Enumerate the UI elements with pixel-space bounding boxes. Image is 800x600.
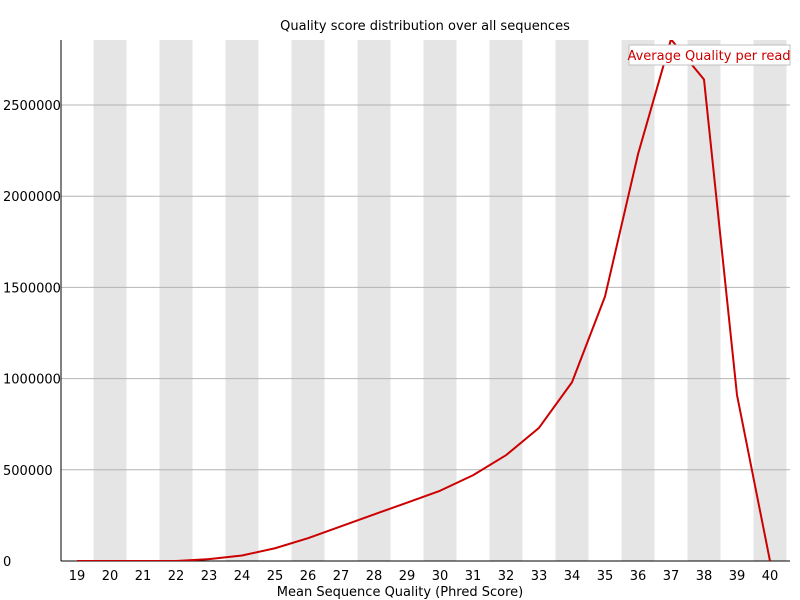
- legend: Average Quality per read: [627, 44, 791, 66]
- x-tick-label: 39: [729, 569, 746, 584]
- column-band: [423, 40, 457, 561]
- legend-entry: Average Quality per read: [627, 49, 790, 64]
- y-tick-label: 2500000: [3, 99, 61, 114]
- column-band: [225, 40, 259, 561]
- x-tick-labels: 19 20 21 22 23 24 25 26 27 28 29 30 31 32 33 34 35 36 37 38…: [69, 569, 779, 584]
- y-tick-label: 2000000: [3, 190, 61, 205]
- x-tick-label: 29: [399, 569, 416, 584]
- x-tick-label: 30: [432, 569, 449, 584]
- y-tick-label: 500000: [3, 464, 53, 479]
- column-band: [687, 40, 721, 561]
- y-tick-label: 1500000: [3, 281, 61, 296]
- x-tick-label: 38: [696, 569, 713, 584]
- x-tick-label: 31: [465, 569, 482, 584]
- x-tick-label: 34: [564, 569, 581, 584]
- column-shading: [93, 40, 787, 561]
- y-tick-label: 0: [3, 555, 11, 570]
- x-tick-label: 35: [597, 569, 614, 584]
- x-tick-label: 37: [663, 569, 680, 584]
- x-tick-label: 24: [234, 569, 251, 584]
- y-tick-label: 1000000: [3, 373, 61, 388]
- column-band: [555, 40, 589, 561]
- x-tick-label: 36: [630, 569, 647, 584]
- series-lines: [77, 40, 771, 561]
- x-tick-label: 20: [102, 569, 119, 584]
- chart-title: Quality score distribution over all sequ…: [280, 19, 570, 34]
- x-tick-label: 19: [69, 569, 86, 584]
- column-band: [159, 40, 193, 561]
- x-tick-label: 23: [201, 569, 218, 584]
- x-tick-label: 21: [135, 569, 152, 584]
- column-band: [93, 40, 127, 561]
- series-line: [77, 40, 771, 561]
- x-tick-label: 25: [267, 569, 284, 584]
- gridlines: [61, 104, 790, 471]
- legend-box: [628, 44, 791, 66]
- column-band: [489, 40, 523, 561]
- x-tick-label: 26: [300, 569, 317, 584]
- x-tick-label: 22: [168, 569, 185, 584]
- column-band: [621, 40, 655, 561]
- x-tick-label: 27: [333, 569, 350, 584]
- x-tick-label: 28: [366, 569, 383, 584]
- x-axis-label: Mean Sequence Quality (Phred Score): [277, 585, 523, 600]
- x-tick-label: 32: [498, 569, 515, 584]
- column-band: [357, 40, 391, 561]
- x-tick-label: 40: [762, 569, 779, 584]
- y-tick-labels: 0 500000 1000000 1500000 2000000 2500000: [3, 99, 61, 570]
- x-tick-label: 33: [531, 569, 548, 584]
- column-band: [753, 40, 787, 561]
- column-band: [291, 40, 325, 561]
